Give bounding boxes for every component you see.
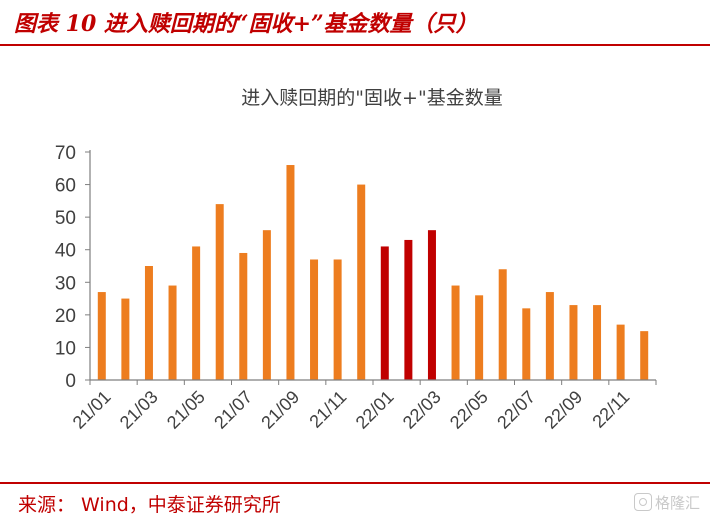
x-axis-ticks: 21/01 21/03 21/05 21/07 21/09 21/11 22/01 22/03… <box>69 380 657 433</box>
bar-22-02 <box>404 239 413 380</box>
y-tick-label: 70 <box>55 143 76 164</box>
x-tick-label: 22/03 <box>399 387 445 433</box>
x-tick-label: 21/07 <box>210 387 256 433</box>
x-tick-label: 21/01 <box>69 387 115 433</box>
watermark-logo-icon <box>633 493 652 511</box>
bar-21-01 <box>97 292 106 380</box>
bars <box>97 165 649 380</box>
y-tick-label: 40 <box>55 241 76 262</box>
y-tick-label: 10 <box>55 338 76 359</box>
bar-21-03 <box>144 266 153 380</box>
x-tick-label: 22/11 <box>588 387 633 432</box>
bar-22-11 <box>616 324 625 380</box>
x-tick-label: 21/09 <box>257 387 303 433</box>
bar-21-10 <box>310 259 319 380</box>
bar-22-07 <box>522 308 531 380</box>
bar-21-06 <box>215 204 224 380</box>
bar-22-08 <box>545 292 554 380</box>
watermark: 格隆汇 <box>633 492 700 513</box>
footer-rule <box>0 482 710 484</box>
x-tick-label: 21/05 <box>163 387 209 433</box>
x-tick-label: 22/01 <box>352 387 398 433</box>
bar-22-04 <box>451 285 460 380</box>
bar-21-02 <box>121 298 130 380</box>
y-tick-label: 0 <box>65 371 76 392</box>
bar-21-07 <box>239 252 248 380</box>
bar-22-03 <box>427 230 436 380</box>
bar-21-11 <box>333 259 342 380</box>
bar-22-10 <box>593 305 602 380</box>
title-rule <box>0 44 710 46</box>
y-tick-label: 20 <box>55 306 76 327</box>
bar-22-05 <box>475 295 484 380</box>
bar-22-12 <box>640 331 649 380</box>
x-tick-label: 22/07 <box>493 387 539 433</box>
bar-21-04 <box>168 285 177 380</box>
y-tick-label: 60 <box>55 176 76 197</box>
x-tick-label: 22/09 <box>540 387 586 433</box>
x-tick-label: 22/05 <box>446 387 492 433</box>
source-note: 来源： Wind，中泰证券研究所 <box>18 494 281 516</box>
watermark-text: 格隆汇 <box>654 494 700 512</box>
bar-21-09 <box>286 165 295 380</box>
figure-title: 图表 10 进入赎回期的“固收+”基金数量（只） <box>14 11 478 37</box>
x-tick-label: 21/03 <box>116 387 162 433</box>
bar-22-01 <box>380 246 389 380</box>
y-tick-label: 50 <box>55 208 76 229</box>
bar-21-12 <box>357 184 366 380</box>
y-axis-ticks: 0 10 20 30 40 50 60 70 <box>55 143 90 392</box>
bar-21-05 <box>192 246 201 380</box>
y-tick-label: 30 <box>55 273 76 294</box>
bar-22-09 <box>569 305 578 380</box>
chart-title: 进入赎回期的"固收+"基金数量 <box>241 87 502 109</box>
bar-22-06 <box>498 269 507 380</box>
x-tick-label: 21/11 <box>305 387 350 432</box>
bar-21-08 <box>262 230 271 380</box>
